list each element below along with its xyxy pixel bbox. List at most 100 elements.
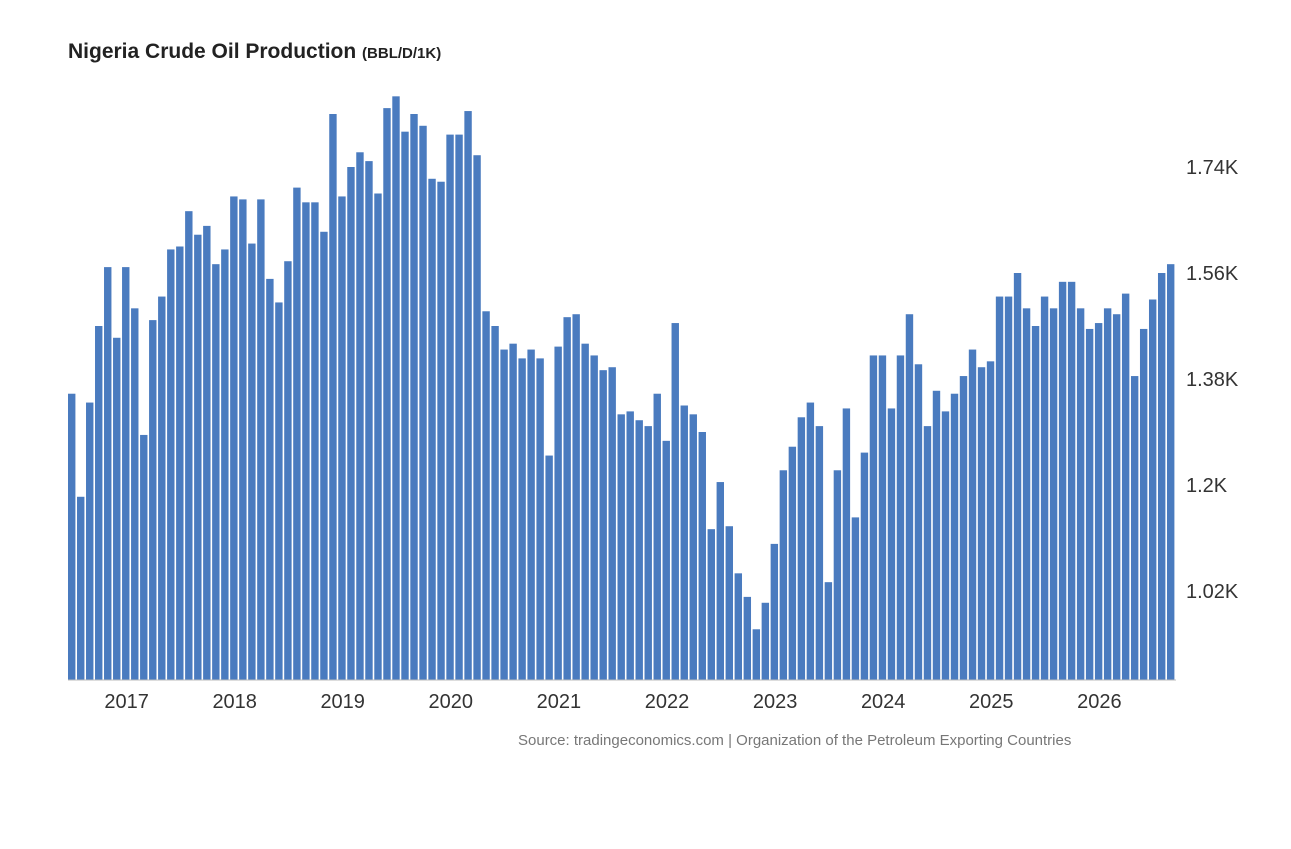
bar: [806, 402, 815, 680]
x-tick-label: 2022: [645, 691, 690, 713]
bar: [698, 432, 706, 680]
x-tick-label: 2020: [429, 691, 474, 713]
bar: [869, 355, 878, 680]
bar: [392, 96, 400, 680]
bar: [500, 349, 508, 680]
bar: [905, 314, 914, 680]
bar: [878, 355, 887, 680]
bar: [122, 267, 130, 680]
bar: [428, 178, 436, 680]
bar: [1103, 308, 1112, 680]
bar: [113, 337, 121, 680]
bar: [473, 155, 481, 681]
bar: [230, 196, 238, 680]
bar: [167, 249, 175, 680]
bar: [1040, 296, 1049, 680]
bar: [554, 346, 562, 680]
bar: [725, 526, 733, 680]
y-tick-label: 1.74K: [1186, 157, 1239, 179]
bar: [68, 393, 76, 680]
bar: [995, 296, 1004, 680]
y-tick-label: 1.38K: [1186, 369, 1239, 391]
bar: [608, 367, 616, 680]
bar: [131, 308, 139, 680]
bar: [734, 573, 743, 680]
bar: [671, 323, 679, 680]
bar: [248, 243, 256, 680]
bar: [185, 211, 193, 681]
bar: [977, 367, 986, 680]
bar: [419, 125, 427, 680]
bar: [1076, 308, 1085, 680]
source-note: Source: tradingeconomics.com | Organizat…: [518, 732, 1072, 749]
bar: [257, 199, 265, 680]
bar: [536, 358, 544, 680]
bar: [1022, 308, 1031, 680]
bar: [176, 246, 184, 680]
bar: [266, 278, 274, 680]
bar: [653, 393, 661, 680]
bar: [527, 349, 535, 680]
bar: [1130, 376, 1139, 680]
bar: [491, 326, 499, 680]
bar: [194, 234, 202, 680]
bar: [590, 355, 598, 680]
bar: [401, 131, 409, 681]
bar: [824, 582, 833, 680]
bar: [707, 529, 715, 680]
bar: [365, 161, 373, 681]
bar: [680, 405, 688, 680]
bar: [1031, 326, 1040, 680]
bar: [1004, 296, 1013, 680]
bar: [86, 402, 94, 680]
bar: [1085, 328, 1094, 680]
bar: [356, 152, 364, 680]
bar: [617, 414, 625, 680]
bar: [644, 426, 652, 680]
bar: [689, 414, 697, 680]
bar: [923, 426, 932, 680]
bar: [203, 225, 211, 680]
bar: [779, 470, 788, 680]
bar: [329, 114, 337, 680]
bar: [509, 343, 517, 680]
bar: [1049, 308, 1058, 680]
x-tick-label: 2019: [320, 691, 365, 713]
bar: [797, 417, 806, 680]
bar: [914, 364, 923, 680]
bar: [833, 470, 842, 680]
x-tick-label: 2017: [104, 691, 149, 713]
x-tick-label: 2026: [1077, 691, 1122, 713]
chart-title-text: Nigeria Crude Oil Production: [68, 40, 357, 63]
bar: [950, 393, 959, 680]
bar: [311, 202, 319, 680]
bar: [338, 196, 346, 680]
bar: [626, 411, 634, 680]
bar: [986, 361, 995, 680]
bar: [149, 320, 157, 680]
x-axis: 2017 2018 2019 2020 2021 2022 2023 2024 2025 2026: [104, 691, 1121, 713]
bar: [1112, 314, 1121, 680]
bar: [77, 496, 85, 680]
bar: [482, 311, 490, 680]
bar: [1058, 281, 1067, 680]
bar: [743, 596, 752, 680]
bar: [1148, 299, 1157, 680]
bar: [1067, 281, 1076, 680]
bar: [293, 187, 301, 681]
bar: [716, 482, 724, 680]
y-tick-label: 1.56K: [1186, 263, 1239, 285]
bar: [1139, 328, 1148, 680]
bar: [383, 108, 391, 681]
bar: [275, 302, 283, 680]
y-axis: 1.74K 1.56K 1.38K 1.2K 1.02K: [1186, 157, 1239, 603]
bar: [851, 517, 860, 680]
bar: [464, 111, 472, 680]
bar: [860, 452, 869, 680]
bar: [887, 408, 896, 680]
bar: [788, 446, 797, 680]
bar: [941, 411, 950, 680]
bar: [599, 370, 607, 680]
y-tick-label: 1.2K: [1186, 475, 1228, 497]
